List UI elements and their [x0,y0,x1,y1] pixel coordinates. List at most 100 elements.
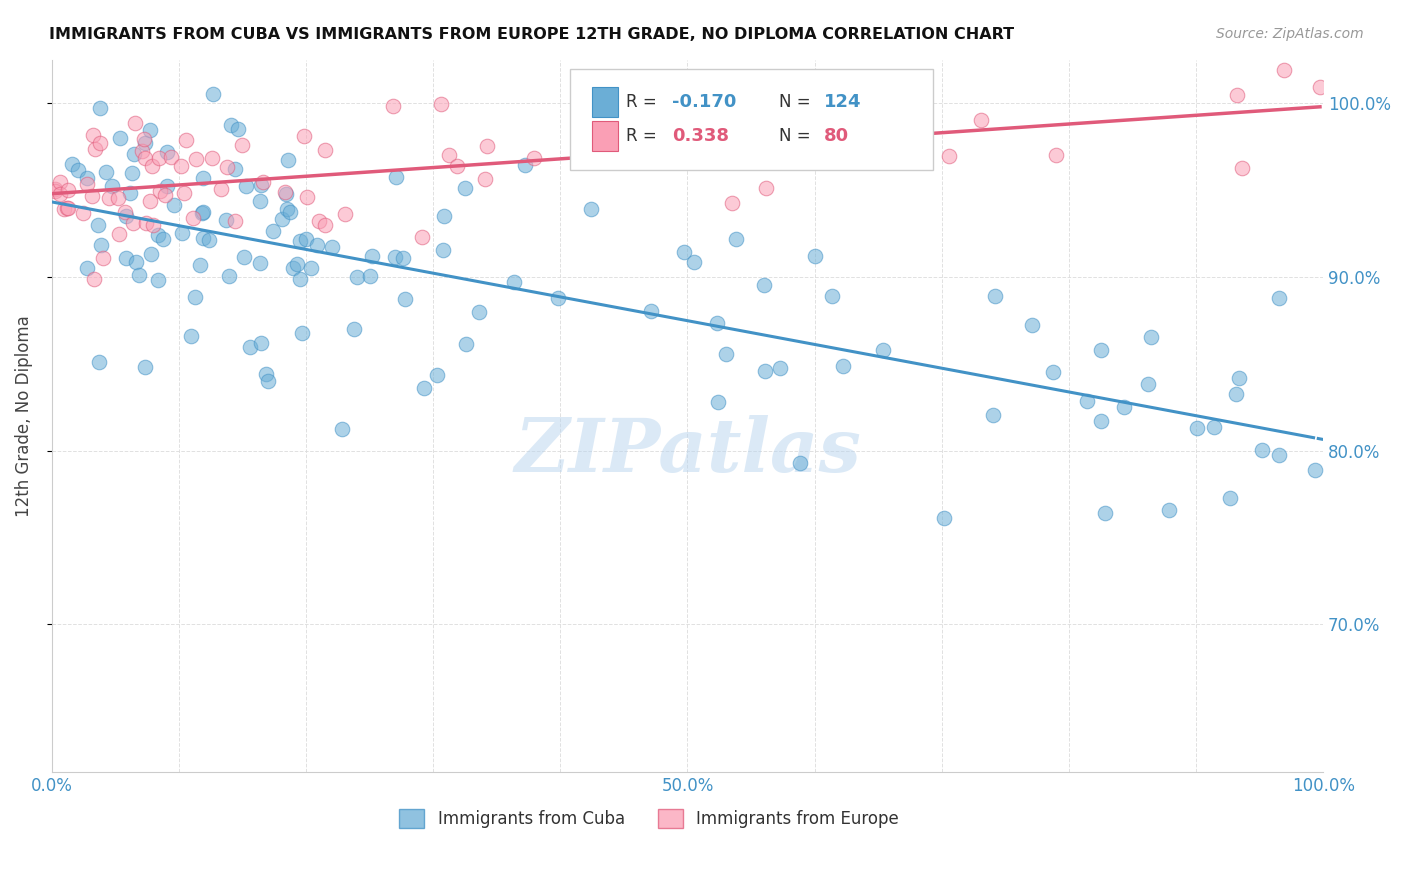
Point [454,337,477,351]
Point [131,145,153,159]
Text: 124: 124 [824,93,860,111]
Text: IMMIGRANTS FROM CUBA VS IMMIGRANTS FROM EUROPE 12TH GRADE, NO DIPLOMA CORRELATIO: IMMIGRANTS FROM CUBA VS IMMIGRANTS FROM … [49,27,1014,42]
Point [346,270,368,285]
Point [148,151,170,165]
Point [121,165,143,179]
Point [513,158,536,172]
Point [1272,62,1295,77]
Point [1137,377,1160,392]
Point [673,245,696,260]
Point [215,160,238,174]
Point [700,140,723,154]
Point [239,340,262,354]
Text: R =: R = [627,93,657,111]
Point [218,269,240,284]
Point [58,201,80,215]
Point [292,129,315,144]
Point [181,211,204,225]
Text: N =: N = [779,93,811,111]
Point [186,152,208,166]
Point [411,230,433,244]
Text: 0.338: 0.338 [672,127,730,145]
Point [446,159,468,173]
Point [381,98,404,112]
Point [94,165,117,179]
Point [453,180,475,194]
Point [1157,502,1180,516]
Point [305,237,328,252]
Point [523,151,546,165]
Text: -0.170: -0.170 [672,93,737,111]
Point [359,269,381,284]
Point [474,172,496,186]
Point [44,182,66,196]
Point [82,189,104,203]
Point [285,257,308,271]
Point [432,243,454,257]
Point [330,422,353,436]
Point [233,251,256,265]
Point [132,132,155,146]
Point [148,273,170,287]
Point [271,212,294,227]
Point [49,187,72,202]
Point [87,355,110,369]
Point [321,240,343,254]
Point [98,191,121,205]
Point [134,152,156,166]
Point [125,255,148,269]
Point [56,201,79,215]
Point [429,97,451,112]
Point [191,204,214,219]
Point [768,360,790,375]
Point [180,329,202,343]
Point [725,232,748,246]
Point [1140,330,1163,344]
Point [128,268,150,283]
Point [1090,414,1112,428]
Point [394,293,416,307]
Point [252,175,274,189]
Point [1021,318,1043,333]
Point [191,205,214,219]
Text: ZIPatlas: ZIPatlas [515,415,860,488]
Point [1076,394,1098,409]
Point [190,258,212,272]
Point [308,213,330,227]
Point [114,205,136,219]
Point [360,249,382,263]
Point [640,304,662,318]
Point [1090,343,1112,357]
Text: N =: N = [779,127,811,145]
Point [262,224,284,238]
Point [276,186,298,201]
Point [1045,148,1067,162]
Point [1267,291,1289,305]
Point [249,194,271,209]
Point [1114,400,1136,414]
Point [806,136,828,151]
Point [249,256,271,270]
Point [886,113,908,128]
Point [900,143,922,157]
Point [201,152,224,166]
Point [804,249,827,263]
Point [148,228,170,243]
Point [160,150,183,164]
Point [1219,491,1241,505]
Point [831,359,853,373]
Point [226,122,249,136]
Point [184,290,207,304]
Point [67,162,90,177]
Point [152,232,174,246]
Point [191,170,214,185]
Point [426,368,449,382]
Point [52,202,75,216]
Point [754,277,776,292]
Point [1268,448,1291,462]
Point [155,188,177,202]
Point [707,394,730,409]
Point [1250,443,1272,458]
Point [755,181,778,195]
Point [295,232,318,246]
